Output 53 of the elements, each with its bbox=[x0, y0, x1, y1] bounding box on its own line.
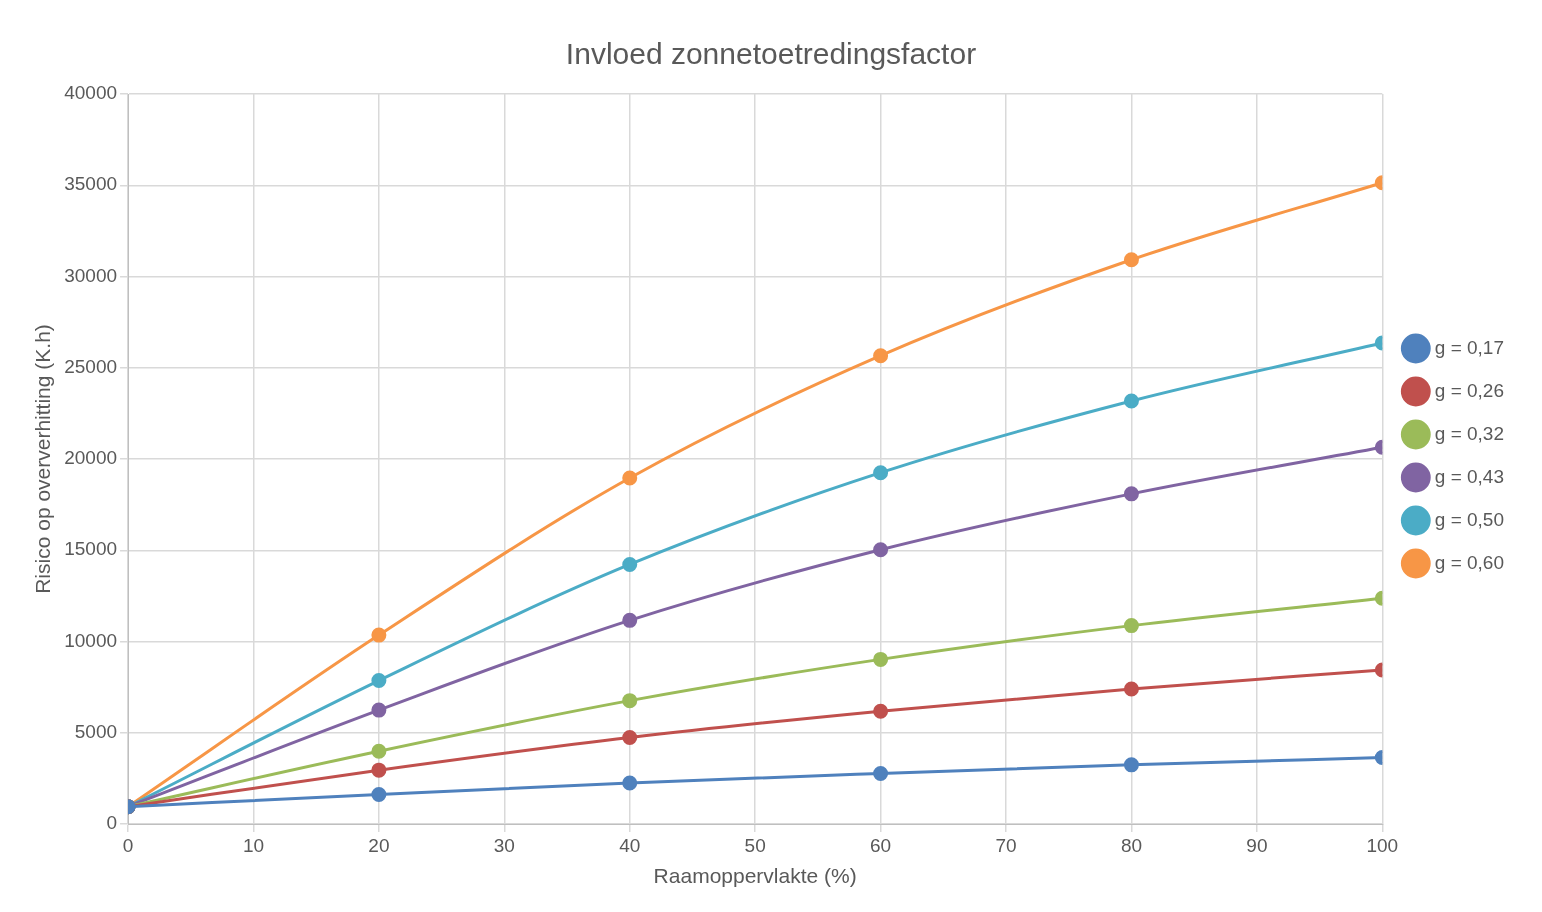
y-tick-label: 5000 bbox=[74, 720, 118, 742]
point bbox=[622, 730, 638, 745]
legend-label: g = 0,32 bbox=[1434, 422, 1504, 444]
legend-label: g = 0,60 bbox=[1434, 551, 1504, 573]
point bbox=[622, 556, 638, 572]
x-tick-label: 100 bbox=[1366, 834, 1399, 856]
point bbox=[873, 348, 889, 364]
y-tick-label: 25000 bbox=[64, 355, 118, 377]
point bbox=[371, 627, 387, 643]
x-tick-label: 10 bbox=[242, 834, 265, 856]
x-tick-label: 50 bbox=[744, 834, 766, 856]
point bbox=[873, 465, 889, 481]
x-axis-title: Raamoppervlakte (%) bbox=[653, 864, 857, 888]
legend-label: g = 0,43 bbox=[1434, 465, 1504, 487]
legend-label: g = 0,50 bbox=[1434, 508, 1504, 530]
x-tick-label: 80 bbox=[1120, 834, 1143, 856]
x-tick-label: 60 bbox=[870, 834, 892, 856]
point bbox=[622, 693, 638, 709]
point bbox=[1123, 486, 1139, 502]
point bbox=[1123, 393, 1139, 409]
y-tick-label: 40000 bbox=[64, 82, 118, 104]
y-tick-label: 10000 bbox=[64, 629, 118, 651]
point bbox=[873, 765, 889, 781]
x-tick-label: 20 bbox=[368, 834, 390, 856]
point bbox=[371, 786, 387, 802]
y-axis-title: Risico op oververhitting (K.h) bbox=[31, 324, 55, 594]
legend-label: g = 0,17 bbox=[1434, 336, 1504, 358]
y-tick-label: 0 bbox=[106, 812, 118, 834]
point bbox=[1123, 681, 1139, 697]
chart-title: Invloed zonnetoetredingsfactor bbox=[565, 37, 977, 71]
x-tick-label: 0 bbox=[122, 834, 134, 856]
point bbox=[371, 743, 387, 759]
y-tick-label: 20000 bbox=[64, 447, 118, 469]
x-tick-label: 40 bbox=[619, 834, 641, 856]
point bbox=[622, 470, 638, 486]
point bbox=[873, 703, 889, 719]
point bbox=[873, 542, 889, 558]
point bbox=[622, 612, 638, 628]
point bbox=[1123, 618, 1139, 634]
point bbox=[371, 762, 387, 778]
x-tick-label: 30 bbox=[493, 834, 515, 856]
legend-label: g = 0,26 bbox=[1434, 379, 1504, 401]
point bbox=[1123, 252, 1139, 268]
point bbox=[622, 775, 638, 791]
point bbox=[371, 702, 387, 718]
y-tick-label: 15000 bbox=[64, 538, 118, 560]
x-tick-label: 70 bbox=[995, 834, 1017, 856]
y-tick-label: 35000 bbox=[64, 173, 118, 195]
point bbox=[371, 673, 387, 689]
y-tick-label: 30000 bbox=[64, 264, 118, 286]
point bbox=[1123, 757, 1139, 773]
point bbox=[873, 651, 889, 667]
x-tick-label: 90 bbox=[1246, 834, 1268, 856]
